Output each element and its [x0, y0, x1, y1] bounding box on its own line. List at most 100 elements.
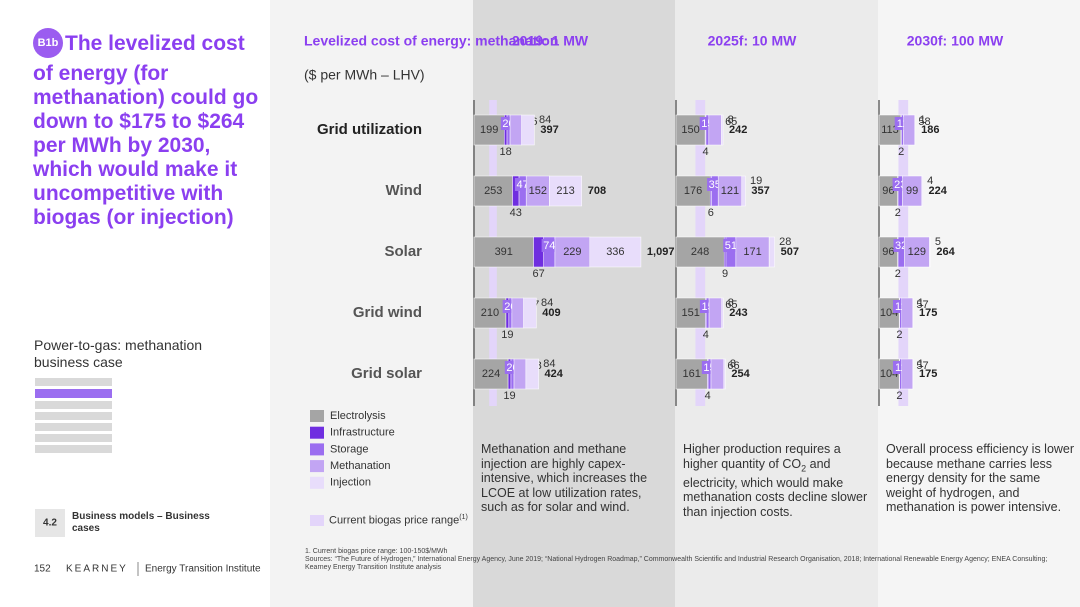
bar-segment	[473, 358, 509, 390]
legend-label: Current biogas price range	[329, 514, 460, 527]
value-label: 151	[682, 307, 700, 319]
value-label: 121	[721, 185, 739, 197]
bar-segment	[921, 175, 923, 207]
bar-segment	[511, 297, 524, 329]
value-label: 19	[750, 175, 762, 187]
value-label: 96	[882, 246, 894, 258]
bar-segment	[589, 236, 642, 268]
value-label: 150	[681, 124, 699, 136]
value-label: 113	[881, 124, 899, 136]
legend-label: Injection	[330, 477, 371, 489]
note-mark: (1)	[459, 514, 468, 521]
value-label: 5	[935, 236, 941, 248]
unit: ($ per MWh – LHV)	[304, 67, 425, 83]
value-label: 84	[543, 358, 555, 370]
value-label: 210	[481, 307, 499, 319]
bar-segment	[473, 236, 534, 268]
value-label: 161	[682, 368, 700, 380]
comment: Methanation and methane injection are hi…	[481, 442, 671, 515]
total-label: 243	[729, 307, 747, 319]
comment-text: Methanation and methane injection are hi…	[481, 442, 648, 514]
value-label: 2	[898, 146, 904, 158]
value-label: 199	[480, 124, 498, 136]
value-label: 224	[482, 368, 500, 380]
section-box	[35, 509, 65, 537]
column-title: 2030f: 100 MW	[907, 33, 1004, 49]
value-label: 58	[918, 116, 930, 128]
brand: KEARNEY	[66, 564, 128, 575]
total-label: 254	[731, 368, 750, 380]
total-label: 507	[781, 246, 799, 258]
label-box	[723, 239, 739, 252]
column-title: 2019: 1 MW	[512, 33, 589, 49]
bar-segment	[708, 297, 722, 329]
value-label: 1	[920, 114, 926, 126]
column-title: 2025f: 10 MW	[708, 33, 797, 49]
comment-text: Overall process efficiency is lower beca…	[886, 442, 1075, 514]
bar-segment	[901, 297, 914, 329]
value-label: 57	[916, 299, 928, 311]
value-label: 19	[503, 390, 515, 402]
legend-swatch	[310, 426, 324, 439]
legend-swatch	[310, 460, 324, 473]
comment: Overall process efficiency is lower beca…	[886, 442, 1076, 515]
legend-label: Storage	[330, 443, 369, 455]
value-label: 4	[703, 329, 709, 341]
value-label: 213	[556, 185, 574, 197]
bar-segment	[721, 114, 724, 146]
legend-swatch	[310, 410, 324, 422]
legend-swatch	[310, 443, 324, 456]
value-label: 28	[779, 236, 791, 248]
bar-segment	[513, 358, 527, 390]
bar-segment	[710, 358, 725, 390]
value-label: 176	[684, 185, 702, 197]
bar-segment	[473, 175, 513, 207]
legend-swatch	[310, 476, 324, 489]
value-label: 35	[709, 179, 721, 191]
value-label: 248	[691, 246, 709, 258]
bar-segment	[768, 236, 775, 268]
legend-label: Electrolysis	[330, 410, 386, 422]
bar-segment	[904, 236, 930, 268]
value-label: 84	[539, 114, 551, 126]
value-label: 129	[908, 246, 926, 258]
value-label: 8	[728, 297, 734, 309]
sources: Sources: “The Future of Hydrogen,” Inter…	[305, 556, 1048, 571]
bar-segment	[473, 297, 507, 329]
category-label: Grid utilization	[317, 121, 422, 138]
category-label: Wind	[385, 182, 422, 199]
legend-label: Methanation	[330, 460, 391, 472]
legend-label: Infrastructure	[330, 427, 395, 439]
value-label: 253	[484, 185, 502, 197]
value-label: 391	[495, 246, 513, 258]
value-label: 2	[896, 390, 902, 402]
value-label: 65	[725, 116, 737, 128]
slide-title: B1b The levelized cost of energy (for met…	[33, 28, 265, 230]
comment-text: 2	[801, 463, 807, 473]
value-label: 74	[543, 240, 555, 252]
bar-segment	[723, 358, 726, 390]
value-label: 2	[895, 207, 901, 219]
value-label: 4	[705, 390, 711, 402]
biogas-legend: Current biogas price range(1)	[329, 514, 468, 527]
category-label: Grid solar	[351, 365, 422, 382]
value-label: 11	[895, 301, 906, 313]
comment-text: Higher production requires a higher quan…	[683, 442, 841, 471]
bar-segment	[708, 114, 722, 146]
total-label: 242	[729, 124, 747, 136]
value-label: 8	[728, 114, 734, 126]
total-label: 224	[929, 185, 948, 197]
total-label: 175	[919, 307, 937, 319]
value-label: 229	[563, 246, 581, 258]
value-label: 4	[927, 175, 933, 187]
badge: B1b	[33, 28, 63, 58]
value-label: 57	[916, 360, 928, 372]
value-label: 1	[918, 297, 924, 309]
bar-segment	[549, 175, 582, 207]
value-label: 11	[897, 118, 908, 130]
total-label: 409	[542, 307, 560, 319]
page-number: 152	[34, 564, 51, 575]
